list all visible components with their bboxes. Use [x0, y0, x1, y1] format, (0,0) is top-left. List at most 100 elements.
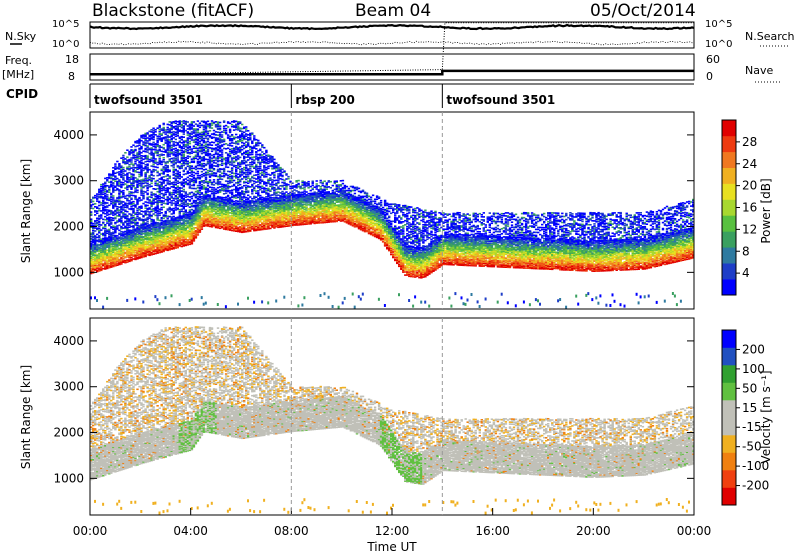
- echo-cell: [171, 196, 173, 198]
- echo-cell: [116, 227, 118, 229]
- echo-cell: [205, 205, 207, 207]
- echo-cell: [134, 195, 136, 197]
- echo-cell: [122, 190, 124, 192]
- echo-cell: [104, 216, 106, 218]
- echo-cell: [161, 212, 163, 214]
- echo-cell: [126, 185, 128, 187]
- echo-cell: [112, 254, 114, 256]
- echo-cell: [138, 145, 140, 147]
- echo-cell: [112, 225, 114, 227]
- echo-cell: [148, 213, 150, 215]
- echo-cell: [124, 170, 126, 172]
- echo-cell: [175, 195, 177, 197]
- echo-cell: [215, 189, 217, 191]
- echo-cell: [205, 169, 207, 171]
- echo-cell: [148, 207, 150, 209]
- echo-cell: [167, 127, 169, 129]
- echo-cell: [217, 213, 219, 215]
- echo-cell: [219, 171, 221, 173]
- echo-cell: [96, 210, 98, 212]
- echo-cell: [169, 170, 171, 172]
- echo-cell: [219, 174, 221, 176]
- echo-cell: [221, 155, 223, 157]
- echo-cell: [225, 173, 227, 175]
- echo-cell: [185, 130, 187, 132]
- echo-cell: [159, 195, 161, 197]
- echo-cell: [233, 157, 235, 159]
- echo-cell: [239, 129, 241, 131]
- echo-cell: [205, 302, 207, 305]
- echo-cell: [159, 156, 161, 158]
- echo-cell: [146, 221, 148, 223]
- echo-cell: [142, 239, 144, 241]
- echo-cell: [187, 230, 189, 232]
- echo-cell: [217, 149, 219, 151]
- echo-cell: [225, 152, 227, 154]
- echo-cell: [156, 210, 158, 212]
- echo-cell: [96, 244, 98, 246]
- echo-cell: [100, 224, 102, 226]
- echo-cell: [187, 180, 189, 182]
- echo-cell: [235, 134, 237, 136]
- echo-cell: [140, 152, 142, 154]
- echo-cell: [140, 140, 142, 142]
- echo-cell: [142, 219, 144, 221]
- echo-cell: [219, 181, 221, 183]
- echo-cell: [221, 136, 223, 138]
- echo-cell: [167, 196, 169, 198]
- echo-cell: [203, 180, 205, 182]
- echo-cell: [225, 132, 227, 134]
- echo-cell: [229, 155, 231, 157]
- echo-cell: [118, 213, 120, 215]
- echo-cell: [146, 193, 148, 195]
- echo-cell: [156, 228, 158, 230]
- echo-cell: [197, 120, 199, 122]
- echo-cell: [221, 164, 223, 166]
- echo-cell: [122, 167, 124, 169]
- echo-cell: [156, 175, 158, 177]
- echo-cell: [191, 198, 193, 200]
- cpid-segment-label: twofsound 3501: [446, 93, 555, 107]
- echo-cell: [126, 149, 128, 151]
- echo-cell: [233, 165, 235, 167]
- echo-cell: [94, 203, 96, 205]
- date-title: 05/Oct/2014: [590, 1, 696, 21]
- echo-cell: [183, 185, 185, 187]
- echo-cell: [146, 163, 148, 165]
- echo-cell: [187, 137, 189, 139]
- echo-cell: [94, 230, 96, 232]
- echo-cell: [217, 179, 219, 181]
- echo-cell: [175, 122, 177, 124]
- echo-cell: [211, 171, 213, 173]
- echo-cell: [181, 176, 183, 178]
- echo-cell: [114, 163, 116, 165]
- echo-cell: [181, 124, 183, 126]
- freq-label-top: Freq.: [5, 54, 32, 67]
- echo-cell: [179, 178, 181, 180]
- echo-cell: [233, 142, 235, 144]
- echo-cell: [132, 144, 134, 146]
- echo-cell: [156, 183, 158, 185]
- echo-cell: [140, 157, 142, 159]
- noise-sky-series: [90, 25, 694, 29]
- echo-cell: [173, 157, 175, 159]
- echo-cell: [233, 148, 235, 150]
- echo-cell: [152, 136, 154, 138]
- echo-cell: [118, 189, 120, 191]
- echo-cell: [110, 177, 112, 179]
- echo-cell: [187, 166, 189, 168]
- echo-cell: [159, 158, 161, 160]
- echo-cell: [233, 228, 235, 230]
- echo-cell: [112, 217, 114, 219]
- echo-cell: [142, 193, 144, 195]
- echo-cell: [140, 189, 142, 191]
- echo-cell: [114, 217, 116, 219]
- cpid-segment-label: twofsound 3501: [94, 93, 203, 107]
- echo-cell: [108, 205, 110, 207]
- echo-cell: [142, 211, 144, 213]
- echo-cell: [142, 143, 144, 145]
- echo-cell: [207, 138, 209, 140]
- echo-cell: [167, 165, 169, 167]
- echo-cell: [148, 217, 150, 219]
- echo-cell: [114, 175, 116, 177]
